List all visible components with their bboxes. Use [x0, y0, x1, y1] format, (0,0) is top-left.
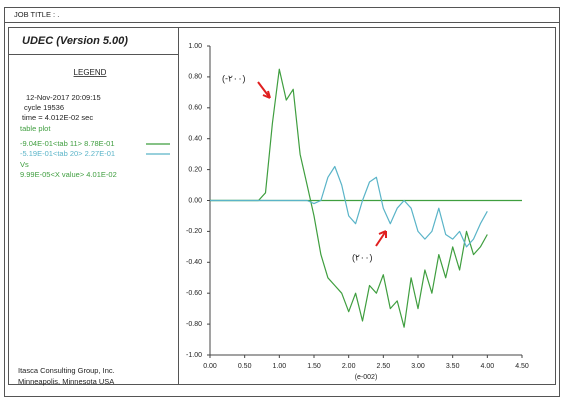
x-axis-label: (e-002) — [355, 374, 378, 381]
plot: 1.00 0.80 0.60 0.40 0.20 0.00 -0.20 -0.40 -0.60 -… — [186, 43, 529, 381]
legend: -9.04E-01<tab 11> 8.78E-01-5.19E-01<tab … — [20, 139, 170, 158]
x-tick-label: 2.50 — [377, 363, 391, 370]
arrow — [375, 230, 387, 247]
series-line — [210, 68, 488, 328]
plot-kind: table plot — [20, 124, 51, 133]
x-tick-label: 0.50 — [238, 363, 252, 370]
versus: Vs — [20, 160, 29, 169]
x-tick-label: 3.00 — [411, 363, 425, 370]
y-tick-label: 0.20 — [188, 166, 202, 173]
y-tick-label: 0.40 — [188, 136, 202, 143]
y-tick-label: 0.00 — [188, 197, 202, 204]
legend-title: LEGEND — [74, 68, 107, 77]
x-tick-label: 1.00 — [273, 363, 287, 370]
series-line — [210, 165, 488, 248]
x-tick-label: 1.50 — [307, 363, 321, 370]
y-tick-label: -0.40 — [186, 259, 202, 266]
x-value: 9.99E-05<X value> 4.01E-02 — [20, 170, 117, 179]
x-tick-label: 0.00 — [203, 363, 217, 370]
date: 12-Nov-2017 20:09:15 — [26, 93, 101, 102]
x-tick-label: 2.00 — [342, 363, 356, 370]
annotation: (-٢٠٠) — [222, 73, 246, 83]
job-title: JOB TITLE : . — [14, 10, 59, 19]
x-tick-label: 4.50 — [515, 363, 529, 370]
legend-label: -9.04E-01<tab 11> 8.78E-01 — [20, 139, 115, 148]
footer-line: Itasca Consulting Group, Inc. — [18, 366, 115, 375]
y-tick-label: -0.80 — [186, 321, 202, 328]
legend-label: -5.19E-01<tab 20> 2.27E-01 — [20, 149, 115, 158]
y-tick-label: 1.00 — [188, 43, 202, 50]
x-tick-label: 3.50 — [446, 363, 460, 370]
y-tick-label: -0.20 — [186, 228, 202, 235]
y-tick-label: -1.00 — [186, 352, 202, 359]
y-tick-label: 0.80 — [188, 74, 202, 81]
annotation: (٢٠٠) — [352, 252, 373, 262]
y-tick-label: 0.60 — [188, 105, 202, 112]
cycle: cycle 19536 — [24, 103, 64, 112]
version: UDEC (Version 5.00) — [22, 35, 128, 47]
plot-panel — [178, 27, 556, 385]
x-tick-label: 4.00 — [481, 363, 495, 370]
time: time = 4.012E-02 sec — [22, 113, 93, 122]
arrow — [257, 81, 271, 99]
y-tick-label: -0.60 — [186, 290, 202, 297]
outer-frame — [4, 7, 560, 397]
footer-line: Minneapolis, Minnesota USA — [18, 377, 114, 386]
